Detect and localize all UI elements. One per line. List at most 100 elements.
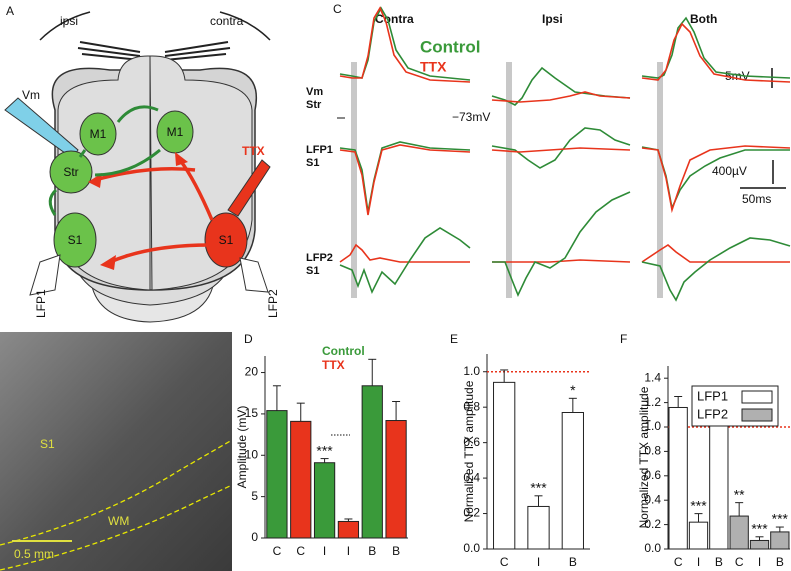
label: S1 [40, 437, 55, 451]
y-tick-label: 5 [251, 489, 258, 503]
legend-label: LFP1 [697, 388, 728, 403]
significance: *** [530, 480, 547, 496]
significance: ** [734, 486, 745, 502]
brain-diagram [4, 11, 271, 323]
label: LFP2 [266, 289, 280, 318]
x-tick-label: I [537, 555, 540, 569]
x-tick-label: I [697, 555, 700, 569]
x-tick-label: C [674, 555, 683, 569]
bar [266, 410, 288, 539]
label: 400µV [712, 164, 747, 178]
boundary [0, 439, 233, 546]
y-axis-label: Normalized TTX amplitude [462, 380, 476, 522]
row-label: S1 [306, 265, 319, 277]
label: TTX [242, 144, 265, 158]
y-tick-label: 0.4 [463, 470, 480, 484]
row-label: S1 [306, 157, 319, 169]
significance: *** [751, 521, 768, 537]
x-tick-label: I [758, 555, 761, 569]
y-tick-label: 15 [245, 406, 259, 420]
bar [668, 406, 688, 550]
x-tick-label: C [273, 544, 282, 558]
legend-label: Control [420, 37, 480, 56]
significance: * [570, 382, 576, 398]
bar [688, 521, 709, 550]
bar [385, 420, 407, 539]
column-title: Both [690, 12, 717, 26]
x-tick-label: B [368, 544, 376, 558]
traces [339, 6, 791, 302]
bar [527, 505, 550, 550]
label: S1 [68, 233, 83, 247]
row-label: LFP2 [306, 252, 333, 264]
label: Vm [22, 88, 40, 102]
x-tick-label: B [392, 544, 400, 558]
bar [770, 531, 790, 550]
legend-label: LFP2 [697, 406, 728, 421]
x-tick-label: C [296, 544, 305, 558]
label: WM [108, 514, 129, 528]
panel-letter: E [450, 332, 458, 346]
bar [749, 539, 770, 550]
significance: *** [316, 442, 333, 458]
x-tick-label: B [569, 555, 577, 569]
y-tick-label: 0.0 [644, 541, 661, 555]
label: M1 [167, 125, 184, 139]
y-tick-label: 0 [251, 530, 258, 544]
x-tick-label: B [715, 555, 723, 569]
y-tick-label: 0.2 [463, 506, 480, 520]
x-tick-label: C [735, 555, 744, 569]
bar [709, 416, 729, 550]
column-title: Ipsi [542, 12, 563, 26]
y-tick-label: 1.2 [644, 395, 661, 409]
label: 50ms [742, 192, 771, 206]
significance: *** [690, 497, 707, 513]
panel-letter: F [620, 332, 627, 346]
bar [729, 515, 749, 550]
panel-letter: A [6, 4, 14, 18]
y-tick-label: 20 [245, 365, 259, 379]
bar [493, 381, 516, 550]
y-tick-label: 0.6 [644, 468, 661, 482]
bar [561, 412, 584, 550]
column-title: Contra [375, 12, 414, 26]
label: M1 [90, 127, 107, 141]
boundary [0, 484, 233, 571]
y-tick-label: 0.8 [644, 444, 661, 458]
y-tick-label: 1.0 [463, 364, 480, 378]
y-tick-label: 0.2 [644, 517, 661, 531]
micrograph [0, 332, 232, 571]
row-label: Vm [306, 86, 323, 98]
y-axis-label: Normalized TTX amplitude [637, 386, 651, 528]
label: S1 [219, 233, 234, 247]
y-axis-label: Amplitude (mV) [235, 406, 249, 489]
bar [290, 420, 312, 539]
bar [361, 385, 383, 539]
label: ipsi [60, 14, 78, 28]
y-tick-label: 0.4 [644, 492, 661, 506]
stim-bars [351, 62, 663, 298]
y-tick-label: 0.6 [463, 435, 480, 449]
label: −73mV [452, 110, 490, 124]
legend-label: TTX [420, 59, 447, 75]
y-tick-label: 1.0 [644, 419, 661, 433]
y-tick-label: 0.8 [463, 399, 480, 413]
panel-letter: C [333, 2, 342, 16]
y-tick-label: 1.4 [644, 370, 661, 384]
label: Str [63, 165, 78, 179]
y-tick-label: 0.0 [463, 541, 480, 555]
bar [313, 462, 336, 539]
bar [337, 520, 360, 539]
label: LFP1 [34, 289, 48, 318]
panel-letter: D [244, 332, 253, 346]
label: 0.5 mm [14, 547, 54, 561]
legend-label: TTX [322, 358, 345, 372]
legend-label: Control [322, 344, 365, 358]
legend-swatch [741, 390, 773, 404]
x-tick-label: B [776, 555, 784, 569]
row-label: Str [306, 99, 322, 111]
x-tick-label: I [347, 544, 350, 558]
row-label: LFP1 [306, 144, 333, 156]
x-tick-label: C [500, 555, 509, 569]
y-tick-label: 10 [245, 447, 259, 461]
